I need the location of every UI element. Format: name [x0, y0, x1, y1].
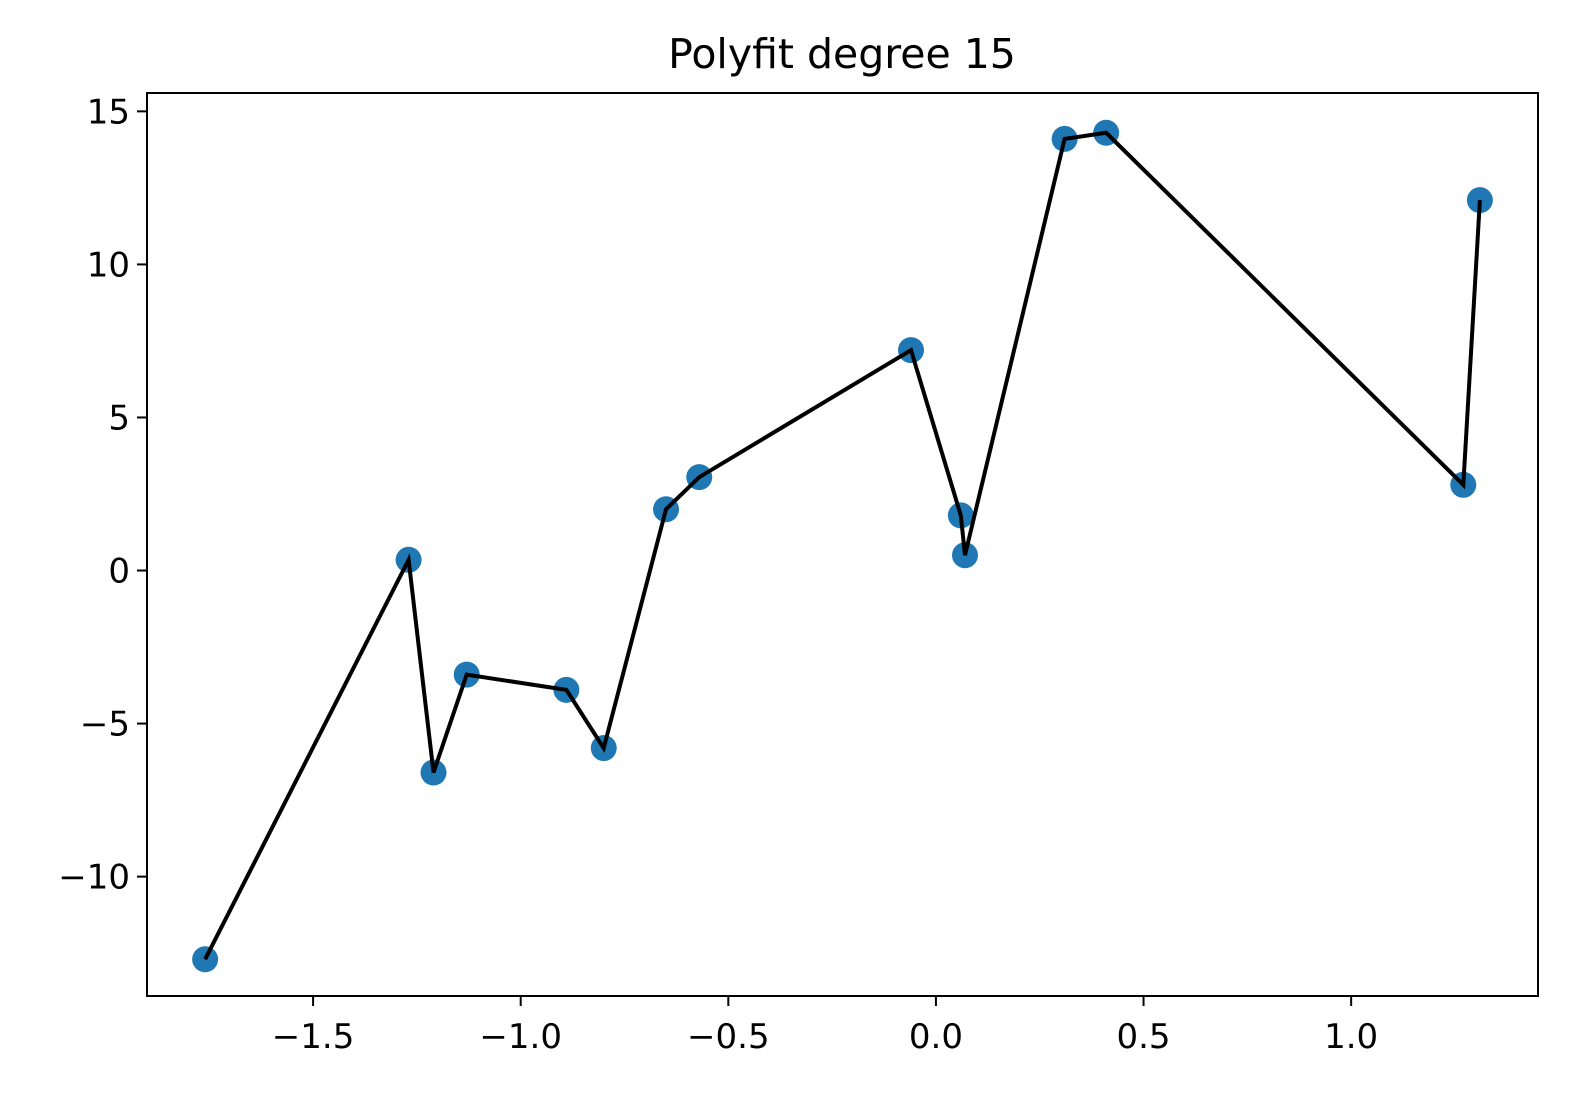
x-axis: −1.5 −1.0 −0.5 0.0 0.5 1.0 — [272, 996, 1378, 1057]
chart-title: Polyfit degree 15 — [668, 30, 1016, 78]
y-tick-label: −10 — [58, 858, 130, 898]
x-tick-label: 0.5 — [1116, 1017, 1170, 1057]
plot-area — [192, 119, 1493, 973]
x-tick-label: −1.5 — [272, 1017, 355, 1057]
y-axis: −10 −5 0 5 10 15 — [58, 92, 147, 898]
y-tick-label: −5 — [80, 705, 130, 745]
x-tick-label: 1.0 — [1324, 1017, 1378, 1057]
y-tick-label: 0 — [108, 552, 130, 592]
y-tick-label: 5 — [108, 398, 130, 438]
fit-line — [203, 130, 1482, 961]
x-tick-label: 0.0 — [909, 1017, 963, 1057]
y-tick-label: 10 — [87, 245, 130, 285]
x-tick-label: −1.0 — [479, 1017, 562, 1057]
axes-frame — [146, 92, 1539, 997]
y-tick-label: 15 — [87, 92, 130, 132]
x-tick-label: −0.5 — [687, 1017, 770, 1057]
